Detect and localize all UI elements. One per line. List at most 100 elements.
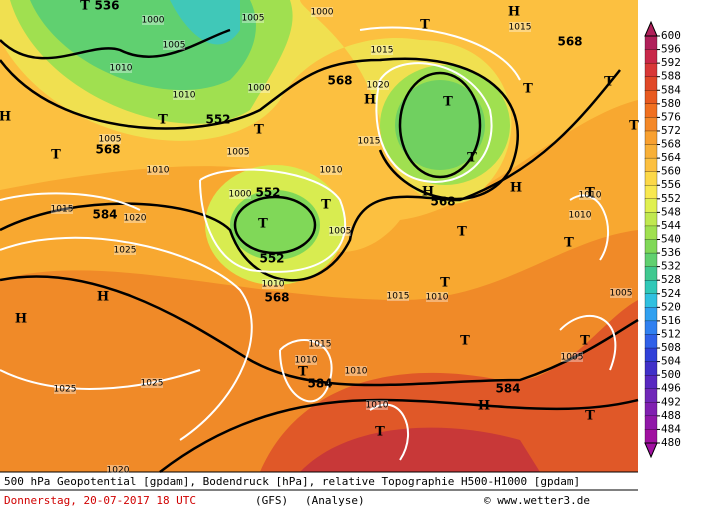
colorbar-tick-label: 556 (661, 178, 681, 191)
pressure-center: T (457, 225, 467, 240)
height-label: 552 (205, 113, 230, 127)
label-backdrop (387, 291, 409, 301)
pressure-center: T (440, 276, 450, 291)
label-backdrop (309, 339, 331, 349)
colorbar-swatch (644, 239, 658, 254)
footer-date: Donnerstag, 20-07-2017 18 UTC (4, 494, 196, 507)
colorbar-tick-label: 500 (661, 368, 681, 381)
colorbar-tick-label: 596 (661, 43, 681, 56)
pressure-center: T (51, 148, 61, 163)
pressure-center: H (422, 185, 434, 200)
colorbar-swatch (644, 157, 658, 173)
height-label: 536 (94, 0, 119, 13)
pressure-label: 1010 (147, 166, 170, 176)
label-backdrop (124, 213, 146, 223)
pressure-center: T (443, 95, 453, 110)
pressure-center: H (0, 110, 11, 125)
isobars (0, 26, 617, 461)
pressure-label: 1010 (426, 293, 449, 303)
label-backdrop (371, 45, 393, 55)
pressure-label: 1010 (320, 166, 343, 176)
label-backdrop (248, 83, 270, 93)
label-backdrop (99, 134, 121, 144)
height-label: 552 (259, 252, 284, 266)
colorbar-swatch (644, 388, 658, 403)
pressure-center: T (460, 334, 470, 349)
label-backdrop (110, 63, 132, 73)
pressure-label: 1000 (142, 16, 165, 26)
colorbar-tick-label: 520 (661, 300, 681, 313)
pressure-center: T (467, 151, 477, 166)
colorbar-swatch (644, 49, 658, 64)
label-backdrop (610, 288, 632, 298)
label-backdrop (579, 190, 601, 200)
pressure-label: 1010 (579, 191, 602, 201)
pressure-center: T (254, 123, 264, 138)
footer-description: 500 hPa Geopotential [gpdam], Bodendruck… (4, 475, 580, 488)
height-label: 568 (430, 195, 455, 209)
colorbar-swatch (644, 402, 658, 417)
colorbar-tick-label: 504 (661, 355, 681, 368)
colorbar-tick-label: 572 (661, 124, 681, 137)
pressure-label: 1010 (569, 211, 592, 221)
pressure-label: 1005 (227, 148, 250, 158)
colorbar-swatch (644, 90, 658, 105)
label-backdrop (163, 40, 185, 50)
pressure-label: 1020 (107, 466, 130, 476)
label-backdrop (51, 204, 73, 214)
pressure-label: 1015 (387, 292, 410, 302)
colorbar-swatch (644, 35, 658, 51)
colorbar-swatch (644, 375, 658, 390)
label-backdrop (311, 7, 333, 17)
pressure-center: H (508, 5, 520, 20)
pressure-center: H (510, 181, 522, 196)
pressure-center: H (364, 93, 376, 108)
height-label: 568 (95, 143, 120, 157)
pressure-center: H (478, 399, 490, 414)
low-west-core (230, 190, 320, 260)
map (0, 0, 639, 473)
colorbar-tick-label: 576 (661, 110, 681, 123)
label-backdrop (426, 292, 448, 302)
label-backdrop (107, 465, 129, 475)
colorbar-tick-label: 540 (661, 233, 681, 246)
colorbar-swatch (644, 361, 658, 376)
pressure-label: 1005 (242, 14, 265, 24)
pressure-center: T (375, 425, 385, 440)
pressure-center: T (585, 186, 595, 201)
colorbar-tick-label: 580 (661, 97, 681, 110)
pressure-label: 1005 (163, 41, 186, 51)
pressure-label: 1015 (309, 340, 332, 350)
height-label: 552 (255, 186, 280, 200)
label-backdrop (509, 22, 531, 32)
colorbar-swatch (644, 212, 658, 227)
zone-580 (260, 300, 638, 472)
label-backdrop (262, 279, 284, 289)
low-north-core (395, 80, 485, 170)
colorbar-swatch (644, 225, 658, 241)
label-backdrop (242, 13, 264, 23)
colorbar-tick-label: 600 (661, 29, 681, 42)
pressure-center: T (629, 119, 639, 134)
pressure-label: 1025 (54, 385, 77, 395)
pressure-center: T (258, 217, 268, 232)
pressure-label: 1015 (358, 137, 381, 147)
pressure-label: 1020 (124, 214, 147, 224)
colorbar-tick-label: 568 (661, 138, 681, 151)
colorbar-tick-label: 524 (661, 287, 681, 300)
colorbar-swatch (644, 144, 658, 159)
zone-588 (300, 427, 540, 472)
colorbar-tick-label: 488 (661, 409, 681, 422)
label-backdrop (366, 400, 388, 410)
colorbar-swatch (644, 117, 658, 132)
pressure-label: 1005 (610, 289, 633, 299)
colorbar-swatch (644, 415, 658, 431)
colorbar-swatch (644, 103, 658, 119)
pressure-label: 1025 (141, 379, 164, 389)
colorbar-tick-label: 496 (661, 382, 681, 395)
pressure-label: 1010 (366, 401, 389, 411)
colorbar-tick-label: 484 (661, 422, 681, 435)
pressure-center: T (158, 113, 168, 128)
pressure-center: T (298, 365, 308, 380)
colorbar-tick-label: 536 (661, 246, 681, 259)
